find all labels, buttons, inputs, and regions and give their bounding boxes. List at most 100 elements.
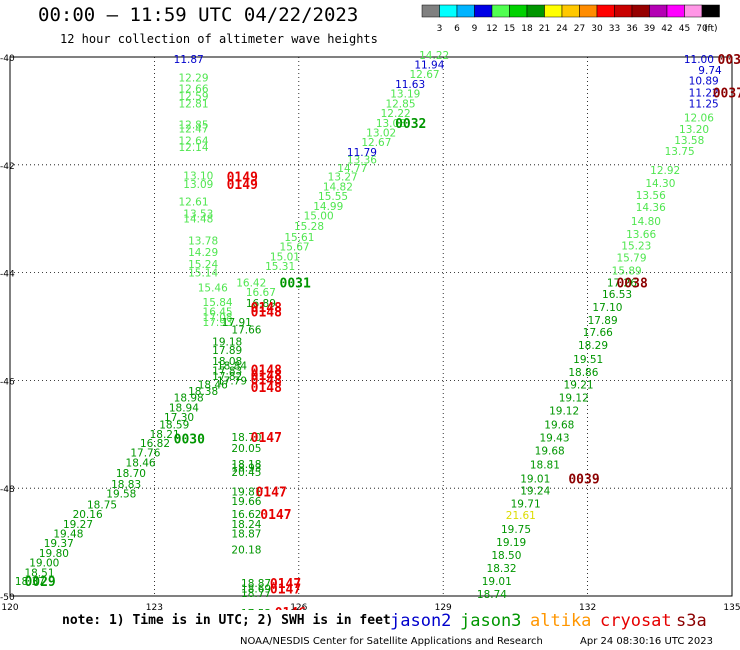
wave-height-label: 12.66 <box>178 83 208 95</box>
wave-height-label: 12.81 <box>178 98 208 110</box>
pass-number-label: 0149 <box>227 171 258 186</box>
wave-height-label: 13.02 <box>366 127 396 139</box>
pass-number-label: 0031 <box>280 276 311 291</box>
color-scale-label: 18 <box>521 24 533 34</box>
wave-height-label: 18.70 <box>231 432 261 444</box>
wave-height-label: 11.22 <box>689 88 719 100</box>
pass-number-label: 0148 <box>251 305 282 320</box>
wave-height-label: 17.53 <box>241 608 271 610</box>
color-scale-label: 24 <box>556 24 568 34</box>
wave-height-label: 15.46 <box>198 283 228 295</box>
wave-height-label: 16.82 <box>140 438 170 450</box>
wave-height-label: 19.66 <box>231 496 261 508</box>
color-scale-label: 9 <box>472 24 478 34</box>
color-scale-unit: (ft) <box>704 24 718 34</box>
wave-height-label: 19.81 <box>231 486 261 498</box>
x-tick-label: 129 <box>435 603 452 610</box>
wave-height-label: 13.20 <box>679 124 709 136</box>
wave-height-label: 19.51 <box>573 354 603 366</box>
wave-height-label: 16.89 <box>246 298 276 310</box>
wave-height-label: 18.08 <box>212 356 242 368</box>
wave-height-label: 17.30 <box>164 412 194 424</box>
wave-height-label: 19.68 <box>535 445 565 457</box>
wave-height-label: 17.89 <box>212 345 242 357</box>
wave-height-label: 11.00 <box>684 54 714 66</box>
pass-number-label: 0038 <box>616 276 647 291</box>
pass-number-label: 0146 <box>275 606 306 610</box>
wave-height-label: 13.19 <box>390 89 420 101</box>
wave-height-label: 18.46 <box>126 457 156 469</box>
chart-subtitle: 12 hour collection of altimeter wave hei… <box>60 32 378 46</box>
wave-height-label: 19.75 <box>501 524 531 536</box>
pass-number-label: 0148 <box>251 381 282 396</box>
pass-number-label: 0148 <box>251 369 282 384</box>
wave-height-label: 11.63 <box>395 79 425 91</box>
plot-frame <box>9 56 733 597</box>
color-scale-label: 33 <box>609 24 620 34</box>
wave-height-label: 17.66 <box>231 325 261 337</box>
wave-height-label: 14.29 <box>188 247 218 259</box>
wave-height-label: 12.67 <box>361 137 391 149</box>
wave-height-label: 18.87 <box>231 528 261 540</box>
wave-height-label: 11.25 <box>689 98 719 110</box>
wave-height-label: 14.36 <box>636 202 666 214</box>
color-scale-label: 21 <box>539 24 550 34</box>
x-tick-label: 132 <box>579 603 596 610</box>
wave-height-label: 18.46 <box>198 380 228 392</box>
pass-number-label: 0032 <box>395 117 426 132</box>
wave-height-label: 18.29 <box>578 340 608 352</box>
wave-height-label: 19.43 <box>539 433 569 445</box>
y-tick-label: -48 <box>0 485 15 495</box>
note-text: note: 1) Time is in UTC; 2) SWH is in fe… <box>62 613 391 628</box>
y-tick-label: -46 <box>0 377 15 387</box>
wave-height-label: 19.12 <box>549 406 579 418</box>
wave-height-label: 19.80 <box>39 548 69 560</box>
color-scale-label: 15 <box>504 24 515 34</box>
wave-height-label: 18.21 <box>150 429 180 441</box>
wave-height-label: 18.18 <box>231 459 261 471</box>
pass-number-label: 0037 <box>713 87 740 102</box>
wave-height-label: 19.12 <box>559 393 589 405</box>
wave-height-label: 13.27 <box>328 172 358 184</box>
y-tick-label: -44 <box>0 270 15 280</box>
wave-height-label: 19.37 <box>44 538 74 550</box>
color-scale-bar: 3 6 9 12 15 18 21 24 27 30 33 36 39 42 45 70(ft) <box>421 4 720 34</box>
wave-height-label: 14.77 <box>337 163 367 175</box>
wave-height-label: 10.89 <box>689 76 719 88</box>
wave-height-label: 16.42 <box>236 277 266 289</box>
color-scale-label: 6 <box>454 24 460 34</box>
wave-height-label: 12.85 <box>178 119 208 131</box>
wave-height-label: 19.27 <box>63 519 93 531</box>
wave-height-label: 15.00 <box>304 210 334 222</box>
wave-height-label: 12.29 <box>178 72 208 84</box>
wave-height-label: 19.01 <box>482 576 512 588</box>
footer-timestamp: Apr 24 08:30:16 UTC 2023 <box>580 636 713 647</box>
wave-height-label: 18.37 <box>15 576 45 588</box>
pass-number-label: 0148 <box>251 364 282 379</box>
wave-height-label: 16.53 <box>602 289 632 301</box>
wave-height-label: 17.79 <box>217 375 247 387</box>
wave-height-label: 16.62 <box>231 509 261 521</box>
wave-height-label: 13.09 <box>183 179 213 191</box>
wave-height-label: 19.71 <box>511 498 541 510</box>
wave-height-label: 12.06 <box>684 112 714 124</box>
wave-height-label: 13.75 <box>665 146 695 158</box>
wave-height-label: 12.85 <box>385 98 415 110</box>
wave-height-label: 19.68 <box>544 420 574 432</box>
wave-height-label: 13.56 <box>636 190 666 202</box>
wave-height-label: 20.45 <box>231 467 261 479</box>
wave-height-label: 15.24 <box>188 259 218 271</box>
wave-height-label: 12.92 <box>650 165 680 177</box>
wave-height-label: 18.70 <box>116 468 146 480</box>
wave-height-label: 18.84 <box>217 360 247 372</box>
color-scale-label: 3 <box>437 24 443 34</box>
pass-number-label: 0029 <box>24 575 55 590</box>
wave-height-label: 17.93 <box>203 317 233 329</box>
wave-height-label: 17.83 <box>212 366 242 378</box>
wave-height-label: 17.08 <box>203 312 233 324</box>
y-tick-label: -42 <box>0 162 15 172</box>
wave-height-label: 19.48 <box>53 528 83 540</box>
wave-height-label: 18.24 <box>231 519 261 531</box>
wave-height-label: 17.66 <box>583 327 613 339</box>
wave-height-label: 13.58 <box>674 135 704 147</box>
